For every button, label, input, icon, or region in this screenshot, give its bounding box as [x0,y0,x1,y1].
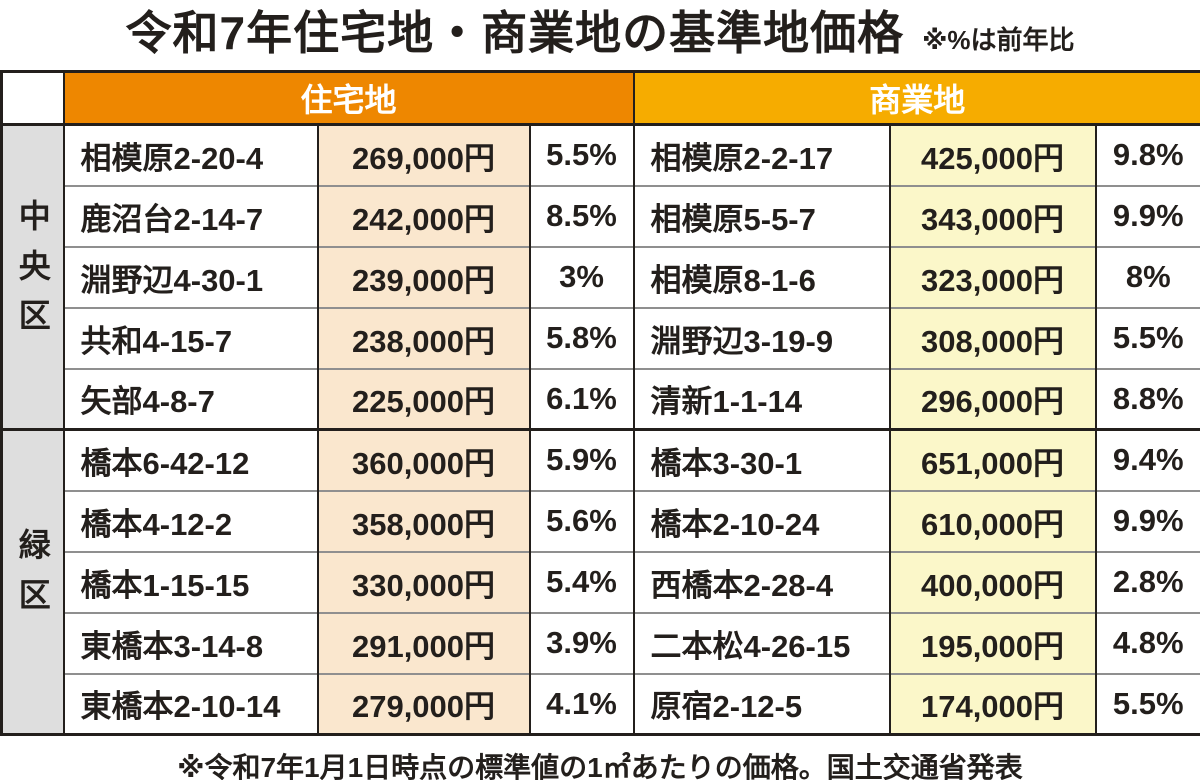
com-site-name-cell: 橋本3-30-1 [632,428,891,491]
com-site-name-cell: 相模原2-2-17 [632,123,891,186]
res-price-cell: 291,000円 [316,611,531,674]
com-site-name-cell: 相模原8-1-6 [632,245,891,308]
com-change-cell: 9.9% [1094,184,1200,247]
res-site-name-cell: 相模原2-20-4 [62,123,319,186]
com-price-cell: 308,000円 [888,306,1097,369]
res-price-cell: 238,000円 [316,306,531,369]
res-price-cell: 360,000円 [316,428,531,491]
res-change-cell: 4.1% [528,672,635,735]
com-change-cell: 9.8% [1094,123,1200,186]
table-row: 緑区 橋本6-42-12 360,000円 5.9% 橋本3-30-1 651,000円 9… [0,428,1200,735]
table-row: 東橋本2-10-14 279,000円 4.1% 原宿2-12-5 174,000円 5.… [2,672,1200,735]
table-row: 中央区 相模原2-20-4 269,000円 5.5% 相模原2-2-17 425,000… [0,123,1200,430]
res-site-name-cell: 東橋本3-14-8 [62,611,319,674]
res-change-cell: 3.9% [528,611,635,674]
title-row: 令和7年住宅地・商業地の基準地価格 ※%は前年比 [0,0,1200,70]
commercial-section-header: 商業地 [632,71,1200,126]
title-note: ※%は前年比 [922,25,1075,55]
table-row: 共和4-15-7 238,000円 5.8% 淵野辺3-19-9 308,000円 5.5… [2,306,1200,369]
com-price-cell: 343,000円 [888,184,1097,247]
res-price-cell: 239,000円 [316,245,531,308]
ward-cell: 中央区 [0,123,65,430]
table-header: 住宅地 商業地 [0,71,1200,126]
res-site-name-cell: 共和4-15-7 [62,306,319,369]
res-change-cell: 5.6% [528,489,635,552]
res-change-cell: 3% [528,245,635,308]
price-table: 住宅地 商業地 中央区 相模原2-20-4 269,000円 5.5% 相模原2-2-1… [0,70,1200,736]
com-site-name-cell: 二本松4-26-15 [632,611,891,674]
res-change-cell: 5.9% [528,428,635,491]
com-site-name-cell: 原宿2-12-5 [632,672,891,735]
footnote: ※令和7年1月1日時点の標準値の1㎡あたりの価格。国土交通省発表 [177,752,1023,780]
corner-cell [0,71,65,126]
table-row: 橋本4-12-2 358,000円 5.6% 橋本2-10-24 610,000円 9.9… [2,489,1200,552]
res-price-cell: 358,000円 [316,489,531,552]
com-price-cell: 195,000円 [888,611,1097,674]
res-change-cell: 8.5% [528,184,635,247]
ward-cell: 緑区 [0,428,65,735]
res-price-cell: 279,000円 [316,672,531,735]
res-price-cell: 242,000円 [316,184,531,247]
table-body: 中央区 相模原2-20-4 269,000円 5.5% 相模原2-2-17 425,000… [0,123,1200,735]
header-row: 住宅地 商業地 [0,71,1200,126]
res-site-name-cell: 橋本6-42-12 [62,428,319,491]
res-change-cell: 5.5% [528,123,635,186]
table-row: 東橋本3-14-8 291,000円 3.9% 二本松4-26-15 195,000円 4… [2,611,1200,674]
com-change-cell: 9.4% [1094,428,1200,491]
com-price-cell: 296,000円 [888,367,1097,430]
res-change-cell: 5.8% [528,306,635,369]
res-price-cell: 330,000円 [316,550,531,613]
table-row: 橋本1-15-15 330,000円 5.4% 西橋本2-28-4 400,000円 2.… [2,550,1200,613]
residential-section-header: 住宅地 [62,71,635,126]
table-row: 淵野辺4-30-1 239,000円 3% 相模原8-1-6 323,000円 8% [2,245,1200,308]
com-change-cell: 5.5% [1094,306,1200,369]
res-site-name-cell: 淵野辺4-30-1 [62,245,319,308]
com-site-name-cell: 相模原5-5-7 [632,184,891,247]
table-row: 鹿沼台2-14-7 242,000円 8.5% 相模原5-5-7 343,000円 9.9… [2,184,1200,247]
com-site-name-cell: 西橋本2-28-4 [632,550,891,613]
page-title: 令和7年住宅地・商業地の基準地価格 [125,7,905,59]
com-price-cell: 651,000円 [888,428,1097,491]
res-price-cell: 225,000円 [316,367,531,430]
com-change-cell: 5.5% [1094,672,1200,735]
com-price-cell: 425,000円 [888,123,1097,186]
res-site-name-cell: 東橋本2-10-14 [62,672,319,735]
com-change-cell: 4.8% [1094,611,1200,674]
ward-label: 中央区 [14,198,51,348]
table-row: 矢部4-8-7 225,000円 6.1% 清新1-1-14 296,000円 8.8% [2,367,1200,430]
com-site-name-cell: 清新1-1-14 [632,367,891,430]
com-price-cell: 323,000円 [888,245,1097,308]
com-site-name-cell: 淵野辺3-19-9 [632,306,891,369]
com-price-cell: 610,000円 [888,489,1097,552]
res-change-cell: 6.1% [528,367,635,430]
res-site-name-cell: 鹿沼台2-14-7 [62,184,319,247]
com-site-name-cell: 橋本2-10-24 [632,489,891,552]
ward-label: 緑区 [14,528,51,628]
com-change-cell: 8.8% [1094,367,1200,430]
res-change-cell: 5.4% [528,550,635,613]
com-change-cell: 2.8% [1094,550,1200,613]
com-change-cell: 8% [1094,245,1200,308]
com-price-cell: 400,000円 [888,550,1097,613]
com-change-cell: 9.9% [1094,489,1200,552]
com-price-cell: 174,000円 [888,672,1097,735]
res-site-name-cell: 橋本1-15-15 [62,550,319,613]
res-price-cell: 269,000円 [316,123,531,186]
res-site-name-cell: 矢部4-8-7 [62,367,319,430]
res-site-name-cell: 橋本4-12-2 [62,489,319,552]
